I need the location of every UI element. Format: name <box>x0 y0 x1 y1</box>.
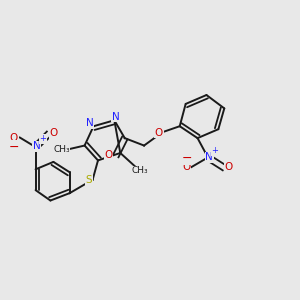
Text: CH₃: CH₃ <box>131 166 148 175</box>
Text: O: O <box>104 150 112 160</box>
Text: +: + <box>39 134 46 143</box>
Text: −: − <box>9 140 19 154</box>
Text: −: − <box>181 152 192 165</box>
Text: CH₃: CH₃ <box>53 145 70 154</box>
Text: N: N <box>112 112 120 122</box>
Text: N: N <box>205 152 213 162</box>
Text: +: + <box>211 146 218 155</box>
Text: O: O <box>155 128 163 138</box>
Text: O: O <box>225 162 233 172</box>
Text: N: N <box>86 118 94 128</box>
Text: O: O <box>10 133 18 142</box>
Text: O: O <box>50 128 58 138</box>
Text: N: N <box>33 141 40 151</box>
Text: S: S <box>86 175 92 185</box>
Text: O: O <box>182 162 191 172</box>
